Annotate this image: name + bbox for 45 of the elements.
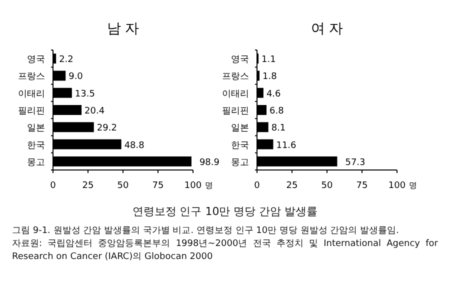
data-label: 9.0 xyxy=(68,72,84,82)
y-tick-label: 필리핀 xyxy=(18,106,45,116)
y-tick-label: 영국 xyxy=(27,55,45,66)
y-tick-label: 영국 xyxy=(231,55,249,66)
data-label: 11.6 xyxy=(276,140,297,151)
data-label: 57.3 xyxy=(345,158,366,168)
y-tick-label: 몽고 xyxy=(27,158,45,168)
y-tick-label: 필리핀 xyxy=(222,106,249,116)
data-label: 98.9 xyxy=(199,158,220,168)
chart-title: 남 자 xyxy=(106,21,140,37)
data-label: 20.4 xyxy=(84,106,105,116)
data-label: 2.2 xyxy=(59,55,74,66)
data-label: 48.8 xyxy=(124,140,145,151)
y-tick-label: 일본 xyxy=(27,124,45,134)
caption: 그림 9-1. 원발성 간암 발생률의 국가별 비교. 연령보정 인구 10만 명당 원발성 간암의 발생률임. xyxy=(12,225,400,238)
x-axis-title: 명 xyxy=(409,181,417,190)
data-label: 4.6 xyxy=(266,89,282,100)
y-tick-label: 이태리 xyxy=(222,89,249,100)
text: 연령보정 인구 10만 명당 간암 발생률 xyxy=(131,204,319,219)
x-tick-label: 75 xyxy=(356,181,368,191)
x-tick-label: 100 xyxy=(388,181,406,191)
x-tick-label: 50 xyxy=(117,181,129,191)
x-tick-label: 100 xyxy=(184,181,202,191)
text: 자료원: 국립암센터 중앙암등록본부의 1998년~2000년 전국 추정치 및 International Agency for Research on Cancer (IARC)의 Globocan 2000 xyxy=(12,238,438,264)
y-tick-label: 몽고 xyxy=(231,158,249,168)
y-tick-label: 한국 xyxy=(27,140,45,151)
x-tick-label: 0 xyxy=(254,181,260,191)
x-tick-label: 50 xyxy=(321,181,333,191)
y-tick-label: 이태리 xyxy=(18,89,45,100)
data-label: 6.8 xyxy=(270,106,284,116)
x-tick-label: 75 xyxy=(152,181,164,191)
data-label: 13.5 xyxy=(74,89,95,100)
x-tick-label: 25 xyxy=(286,181,298,191)
data-label: 1.1 xyxy=(262,55,276,66)
x-tick-label: 0 xyxy=(50,181,56,191)
x-tick-label: 25 xyxy=(82,181,94,191)
y-tick-label: 한국 xyxy=(231,140,249,151)
data-label: 1.8 xyxy=(262,72,278,82)
x-axis-title: 명 xyxy=(205,181,213,190)
chart-title: 여 자 xyxy=(310,21,344,37)
y-tick-label: 프랑스 xyxy=(222,72,249,82)
y-tick-label: 일본 xyxy=(231,124,249,134)
data-label: 29.2 xyxy=(96,124,117,134)
data-label: 8.1 xyxy=(271,124,286,134)
y-tick-label: 프랑스 xyxy=(18,72,45,82)
